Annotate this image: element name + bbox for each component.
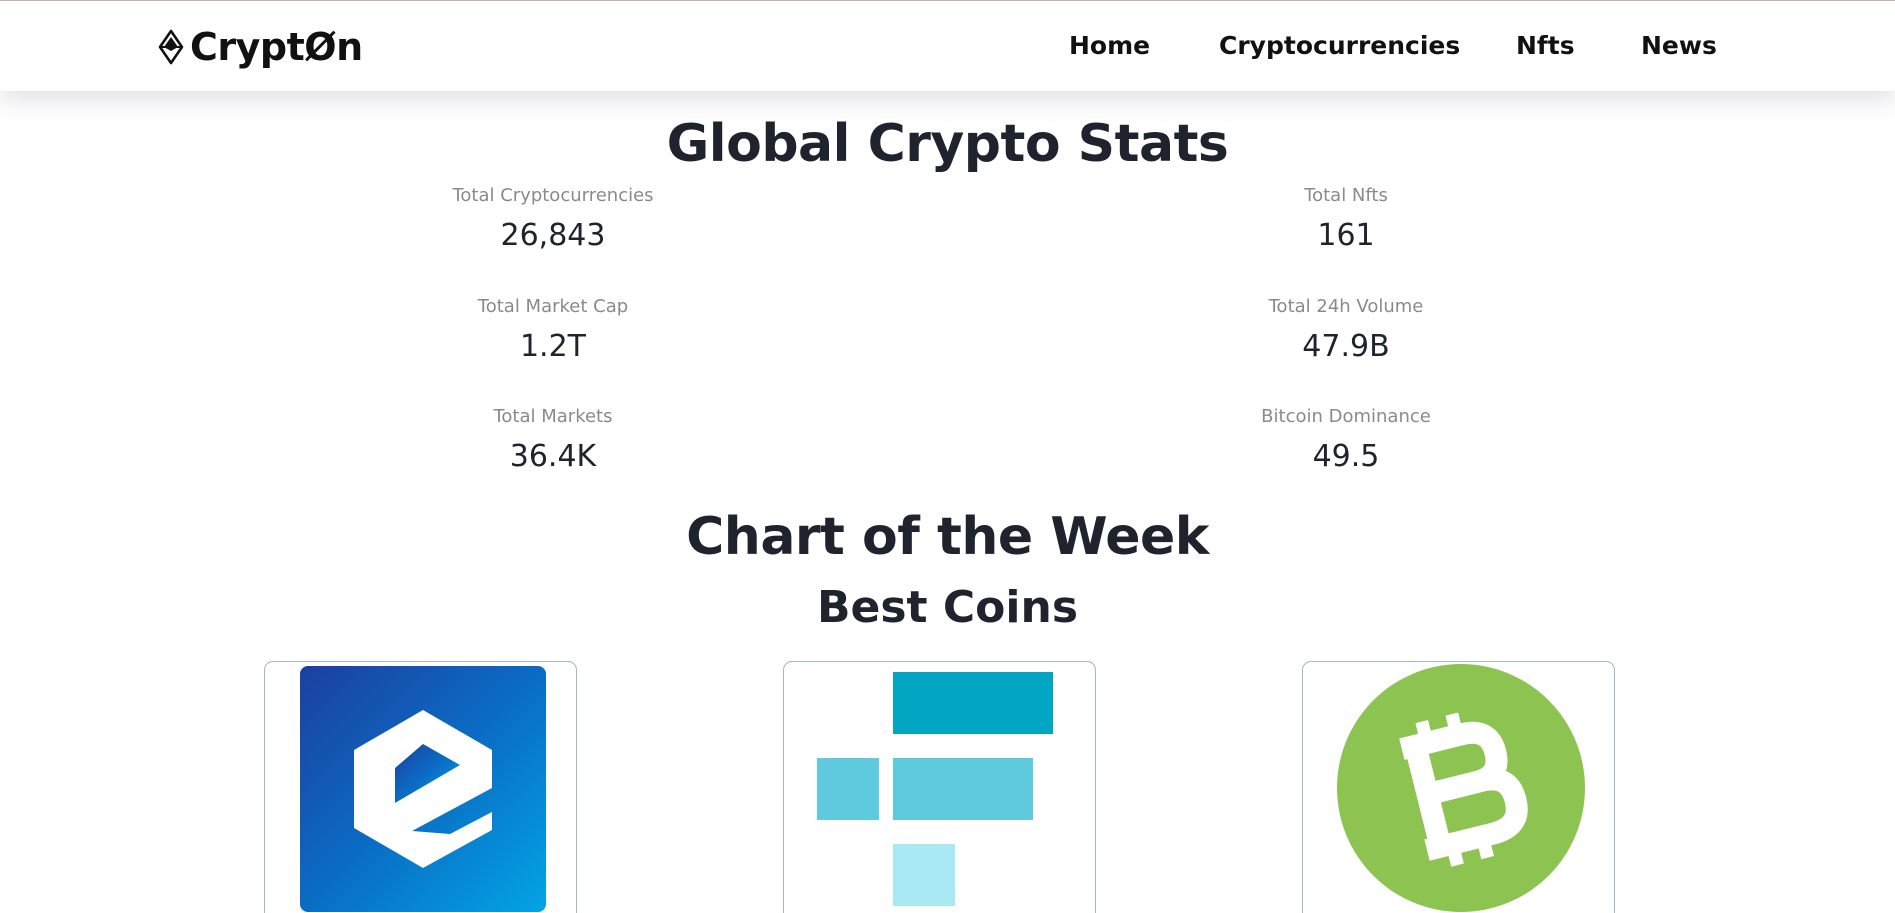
coin-card-1[interactable]	[264, 661, 577, 913]
stat-total-cryptocurrencies: Total Cryptocurrencies 26,843	[353, 185, 753, 254]
nav-news-link[interactable]: News	[1641, 31, 1717, 60]
ethereum-diamond-icon	[158, 29, 184, 65]
stat-label: Total Markets	[493, 406, 613, 427]
stat-label: Total Nfts	[1304, 185, 1388, 206]
logo[interactable]: CryptØn	[158, 27, 363, 67]
stat-total-nfts: Total Nfts 161	[1146, 185, 1546, 254]
nav-nfts-link[interactable]: Nfts	[1516, 31, 1575, 60]
coin-card-3[interactable]	[1302, 661, 1615, 913]
stat-label: Bitcoin Dominance	[1261, 406, 1431, 427]
nav-cryptocurrencies-link[interactable]: Cryptocurrencies	[1219, 31, 1461, 60]
ecoin-logo-icon	[300, 666, 546, 912]
ftx-token-logo-icon	[817, 672, 1053, 906]
stat-total-24h-volume: Total 24h Volume 47.9B	[1146, 296, 1546, 365]
stat-value: 26,843	[500, 218, 606, 253]
bitcoin-cash-logo-icon	[1337, 664, 1585, 912]
stat-value: 36.4K	[509, 439, 597, 474]
stat-value: 47.9B	[1302, 329, 1390, 364]
stat-value: 49.5	[1312, 439, 1380, 474]
global-stats-title: Global Crypto Stats	[666, 114, 1229, 174]
best-coins-subtitle: Best Coins	[816, 582, 1079, 633]
stat-value: 161	[1317, 218, 1375, 253]
nav-home-link[interactable]: Home	[1069, 31, 1151, 60]
coin-card-2[interactable]	[783, 661, 1096, 913]
stat-total-market-cap: Total Market Cap 1.2T	[353, 296, 753, 365]
navbar: CryptØn Home Cryptocurrencies Nfts News	[0, 1, 1895, 91]
stat-label: Total Cryptocurrencies	[452, 185, 654, 206]
stat-value: 1.2T	[519, 329, 587, 364]
chart-of-week-title: Chart of the Week	[686, 507, 1209, 567]
stat-label: Total 24h Volume	[1268, 296, 1424, 317]
top-border-line	[0, 0, 1895, 1]
stat-total-markets: Total Markets 36.4K	[353, 406, 753, 475]
stat-bitcoin-dominance: Bitcoin Dominance 49.5	[1146, 406, 1546, 475]
logo-text: CryptØn	[190, 25, 363, 69]
stat-label: Total Market Cap	[477, 296, 629, 317]
